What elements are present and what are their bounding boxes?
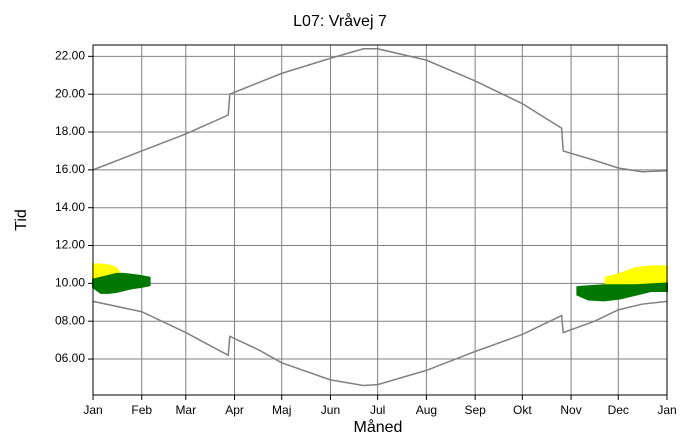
x-tick-label: Apr (225, 403, 244, 417)
x-tick-label: Dec (608, 403, 629, 417)
shadow-band (576, 282, 668, 302)
y-tick-label: 22.00 (55, 49, 85, 63)
x-tick-label: Mar (175, 403, 196, 417)
x-tick-label: Jan (83, 403, 102, 417)
y-tick-label: 10.00 (55, 276, 85, 290)
x-tick-label: Okt (513, 403, 532, 417)
series-line (92, 48, 668, 173)
y-tick-label: 16.00 (55, 162, 85, 176)
y-tick-label: 12.00 (55, 238, 85, 252)
plot-border (92, 44, 668, 396)
y-axis-label: Tid (13, 209, 30, 231)
y-tick-label: 14.00 (55, 200, 85, 214)
chart-title: L07: Vråvej 7 (293, 12, 387, 30)
x-tick-label: Jun (321, 403, 340, 417)
x-tick-label: Aug (416, 403, 437, 417)
y-tick-label: 18.00 (55, 124, 85, 138)
x-tick-label: Nov (560, 403, 581, 417)
y-tick-label: 06.00 (55, 351, 85, 365)
x-tick-label: Feb (131, 403, 152, 417)
x-tick-label: Sep (464, 403, 486, 417)
x-tick-label: Jul (370, 403, 385, 417)
y-tick-label: 20.00 (55, 86, 85, 100)
x-tick-label: Jan (657, 403, 676, 417)
x-axis-label: Måned (354, 418, 403, 436)
y-tick-label: 08.00 (55, 313, 85, 327)
shadow-band (92, 272, 151, 294)
x-tick-label: Maj (272, 403, 291, 417)
series-line (92, 300, 668, 387)
